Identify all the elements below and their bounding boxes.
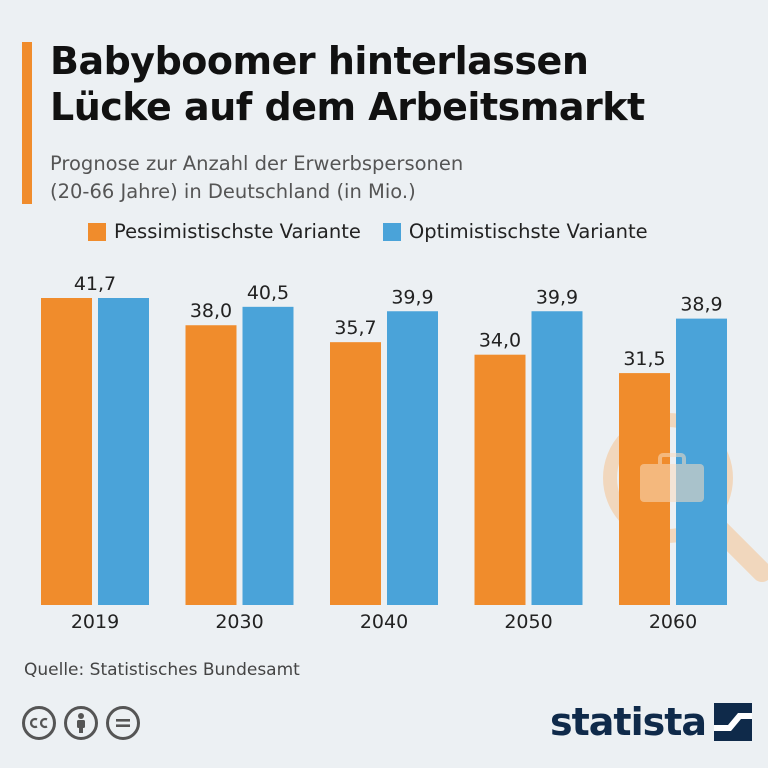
legend-label-optimistic: Optimistischste Variante [408, 220, 648, 243]
source-note: Quelle: Statistisches Bundesamt [24, 660, 300, 680]
statista-wordmark: statista [550, 700, 707, 744]
bar-optimistic-2040 [387, 311, 438, 605]
legend-label-pessimistic: Pessimistischste Variante [114, 220, 361, 243]
license-icons [22, 706, 148, 740]
statista-logo: statista [550, 700, 753, 744]
legend-swatch-optimistic [382, 222, 401, 241]
x-tick-label-2019: 2019 [71, 611, 119, 633]
bar-optimistic-2050 [531, 311, 583, 605]
chart-legend: Pessimistischste Variante Optimistischst… [88, 220, 670, 243]
by-icon [64, 706, 98, 740]
x-tick-label-2040: 2040 [360, 611, 408, 633]
x-tick-label-2050: 2050 [504, 611, 552, 633]
legend-item-pessimistic: Pessimistischste Variante [88, 220, 361, 243]
legend-swatch-pessimistic [88, 222, 106, 241]
legend-item-optimistic: Optimistischste Variante [382, 220, 648, 243]
bars-group [41, 298, 727, 605]
chart-subtitle: Prognose zur Anzahl der Erwerbspersonen … [50, 150, 463, 206]
data-label-pessimistic-2050: 34,0 [479, 330, 521, 352]
value-labels-group: 41,7 38,0 40,5 35,7 39,9 34,0 39,9 31,5 38,9 [74, 273, 723, 370]
data-label-optimistic-2050: 39,9 [536, 286, 578, 308]
data-label-optimistic-2040: 39,9 [391, 286, 433, 308]
x-tick-label-2060: 2060 [649, 611, 697, 633]
bar-pessimistic-2030 [185, 325, 237, 605]
tick-labels-group: 2019 2030 2040 2050 2060 [71, 611, 697, 633]
bar-optimistic-2030 [242, 306, 294, 605]
statista-logo-icon [714, 703, 753, 741]
briefcase-icon [640, 453, 704, 502]
subtitle-line-2: (20-66 Jahre) in Deutschland (in Mio.) [50, 180, 416, 203]
x-tick-label-2030: 2030 [215, 611, 263, 633]
nd-icon [106, 706, 140, 740]
bar-optimistic-2019 [98, 298, 149, 605]
cc-icon [22, 706, 56, 740]
bar-pessimistic-2050 [474, 354, 526, 605]
data-label-2019: 41,7 [74, 273, 116, 295]
data-label-pessimistic-2060: 31,5 [623, 348, 665, 370]
data-label-optimistic-2060: 38,9 [680, 294, 722, 316]
data-label-pessimistic-2030: 38,0 [190, 300, 232, 322]
bar-pessimistic-2019 [41, 298, 92, 605]
bar-pessimistic-2040 [330, 342, 381, 605]
chart-title: Babyboomer hinterlassen Lücke auf dem Ar… [50, 38, 645, 130]
data-label-pessimistic-2040: 35,7 [334, 317, 376, 339]
data-label-optimistic-2030: 40,5 [247, 282, 289, 304]
title-line-2: Lücke auf dem Arbeitsmarkt [50, 85, 645, 129]
subtitle-line-1: Prognose zur Anzahl der Erwerbspersonen [50, 152, 464, 175]
accent-bar [22, 42, 32, 204]
title-line-1: Babyboomer hinterlassen [50, 39, 589, 83]
